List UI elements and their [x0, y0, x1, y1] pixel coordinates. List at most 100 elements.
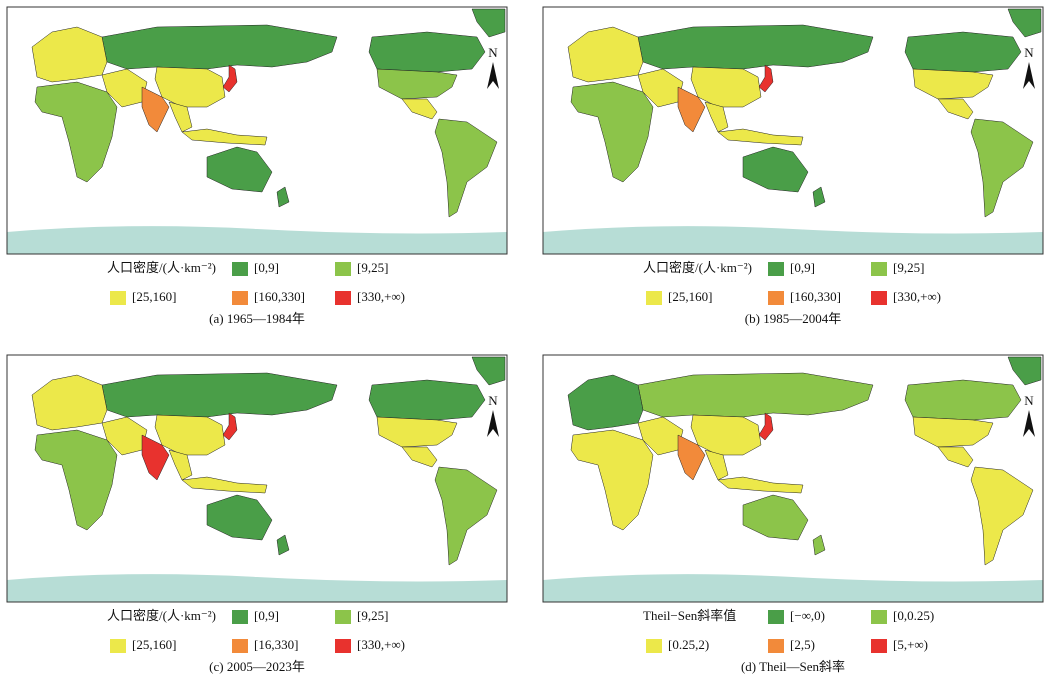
map: N [6, 354, 508, 603]
legend-swatch [335, 262, 351, 276]
legend-swatch [110, 291, 126, 305]
legend-label: [5,+∞) [893, 637, 928, 652]
new-zealand [812, 534, 826, 556]
canada [904, 31, 1022, 73]
panel: N 人口密度/(人·km⁻²) [0,9] [9,25] [25,160] [16,330… [6, 354, 508, 674]
north-label: N [1024, 45, 1034, 60]
new-zealand [276, 534, 290, 556]
north-label: N [1024, 393, 1034, 408]
legend-swatch [871, 262, 887, 276]
usa [912, 68, 994, 100]
legend-swatch [232, 262, 248, 276]
legend-swatch [768, 262, 784, 276]
canada [904, 379, 1022, 421]
legend-label: [330,+∞) [357, 289, 405, 304]
antarctica [543, 226, 1043, 254]
russia [101, 372, 338, 418]
map: N [6, 6, 508, 255]
map-frame [6, 354, 508, 603]
china [690, 414, 762, 456]
legend-swatch [871, 639, 887, 653]
map-frame [542, 6, 1044, 255]
legend-title: 人口密度/(人·km⁻²) [643, 260, 752, 275]
africa [34, 81, 118, 183]
legend-swatch [335, 610, 351, 624]
greenland [471, 356, 506, 386]
legend-label: [160,330] [790, 289, 841, 304]
japan [222, 412, 238, 441]
indonesia [717, 476, 804, 494]
mexico [937, 446, 974, 468]
legend-label: [0.25,2) [668, 637, 709, 652]
north-arrow [1023, 410, 1035, 437]
australia [206, 146, 273, 193]
panel: N 人口密度/(人·km⁻²) [0,9] [9,25] [25,160] [160,33… [6, 6, 508, 326]
china [690, 66, 762, 108]
china [154, 66, 226, 108]
north-arrow [487, 62, 499, 89]
legend-swatch [768, 639, 784, 653]
russia [637, 372, 874, 418]
legend-swatch [110, 639, 126, 653]
north-label: N [488, 45, 498, 60]
legend-title: Theil−Sen斜率值 [643, 608, 736, 623]
caption: (a) 1965—1984年 [209, 311, 305, 326]
panel: N Theil−Sen斜率值 [−∞,0) [0,0.25) [0.25,2) [2,5)… [542, 354, 1044, 674]
canada [368, 31, 486, 73]
north-arrow [1023, 62, 1035, 89]
southeast-asia [168, 101, 193, 133]
legend-label: [9,25] [357, 260, 388, 275]
south-america [970, 118, 1034, 218]
new-zealand [812, 186, 826, 208]
legend-swatch [646, 291, 662, 305]
antarctica [7, 226, 507, 254]
caption: (d) Theil—Sen斜率 [741, 659, 845, 674]
mexico [937, 98, 974, 120]
legend-label: [0,9] [254, 260, 279, 275]
mexico [401, 446, 438, 468]
china [154, 414, 226, 456]
legend-label: [25,160] [132, 289, 176, 304]
legend-swatch [768, 291, 784, 305]
legend-label: [160,330] [254, 289, 305, 304]
indonesia [181, 128, 268, 146]
legend-swatch [871, 610, 887, 624]
legend-swatch [871, 291, 887, 305]
africa [570, 81, 654, 183]
india [141, 434, 170, 481]
antarctica [7, 574, 507, 602]
southeast-asia [168, 449, 193, 481]
legend-label: [16,330] [254, 637, 298, 652]
indonesia [181, 476, 268, 494]
legend-label: [−∞,0) [790, 608, 825, 623]
india [677, 86, 706, 133]
australia [742, 494, 809, 541]
map-frame [542, 354, 1044, 603]
north-arrow [487, 410, 499, 437]
canada [368, 379, 486, 421]
india [141, 86, 170, 133]
north-label: N [488, 393, 498, 408]
south-america [434, 118, 498, 218]
map: N [542, 6, 1044, 255]
russia [637, 24, 874, 70]
africa [570, 429, 654, 531]
legend-label: [25,160] [668, 289, 712, 304]
legend-swatch [335, 639, 351, 653]
south-america [434, 466, 498, 566]
legend-label: [2,5) [790, 637, 815, 652]
legend-swatch [768, 610, 784, 624]
southeast-asia [704, 449, 729, 481]
legend-label: [25,160] [132, 637, 176, 652]
greenland [1007, 356, 1042, 386]
russia [101, 24, 338, 70]
legend-label: [330,+∞) [357, 637, 405, 652]
legend-label: [330,+∞) [893, 289, 941, 304]
legend-title: 人口密度/(人·km⁻²) [107, 608, 216, 623]
australia [206, 494, 273, 541]
new-zealand [276, 186, 290, 208]
europe [567, 374, 644, 431]
legend-label: [0,9] [790, 260, 815, 275]
japan [758, 412, 774, 441]
